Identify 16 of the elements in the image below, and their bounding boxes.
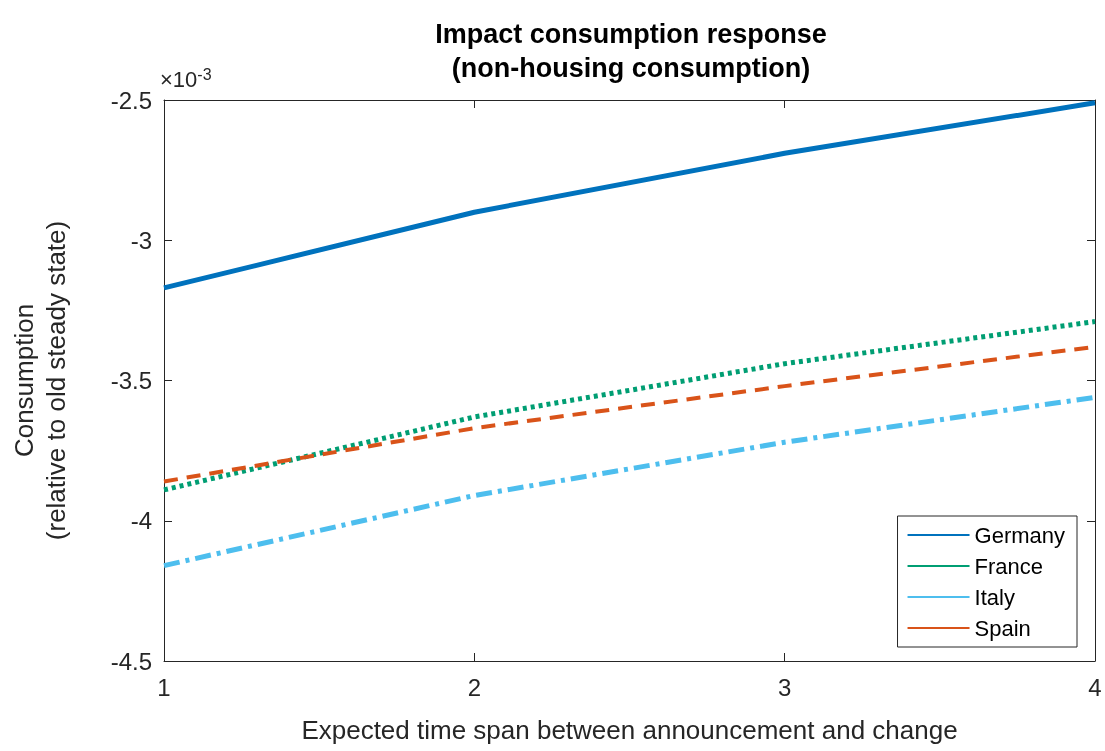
- x-tick-label: 1: [157, 673, 171, 701]
- legend-label: Italy: [974, 584, 1015, 610]
- x-tick-label: 4: [1088, 673, 1102, 701]
- y-axis-title: Consumption (relative to old steady state): [9, 220, 71, 541]
- x-tick-label: 2: [467, 673, 482, 701]
- y-tick-label: -2.5: [110, 86, 152, 114]
- y-tick-label: -4.5: [110, 647, 152, 675]
- legend-label: Germany: [974, 522, 1066, 548]
- y-tick-label: -3.5: [110, 367, 152, 394]
- legend-label: France: [974, 553, 1044, 579]
- x-axis-title: Expected time span between announcement and change: [301, 715, 958, 745]
- x-tick-label: 3: [777, 673, 792, 701]
- y-tick-label: -4: [130, 507, 152, 535]
- y-tick-label: -3: [130, 226, 152, 254]
- legend-label: Spain: [974, 615, 1031, 641]
- chart-title: Impact consumption response (non-housing consumption): [435, 19, 827, 83]
